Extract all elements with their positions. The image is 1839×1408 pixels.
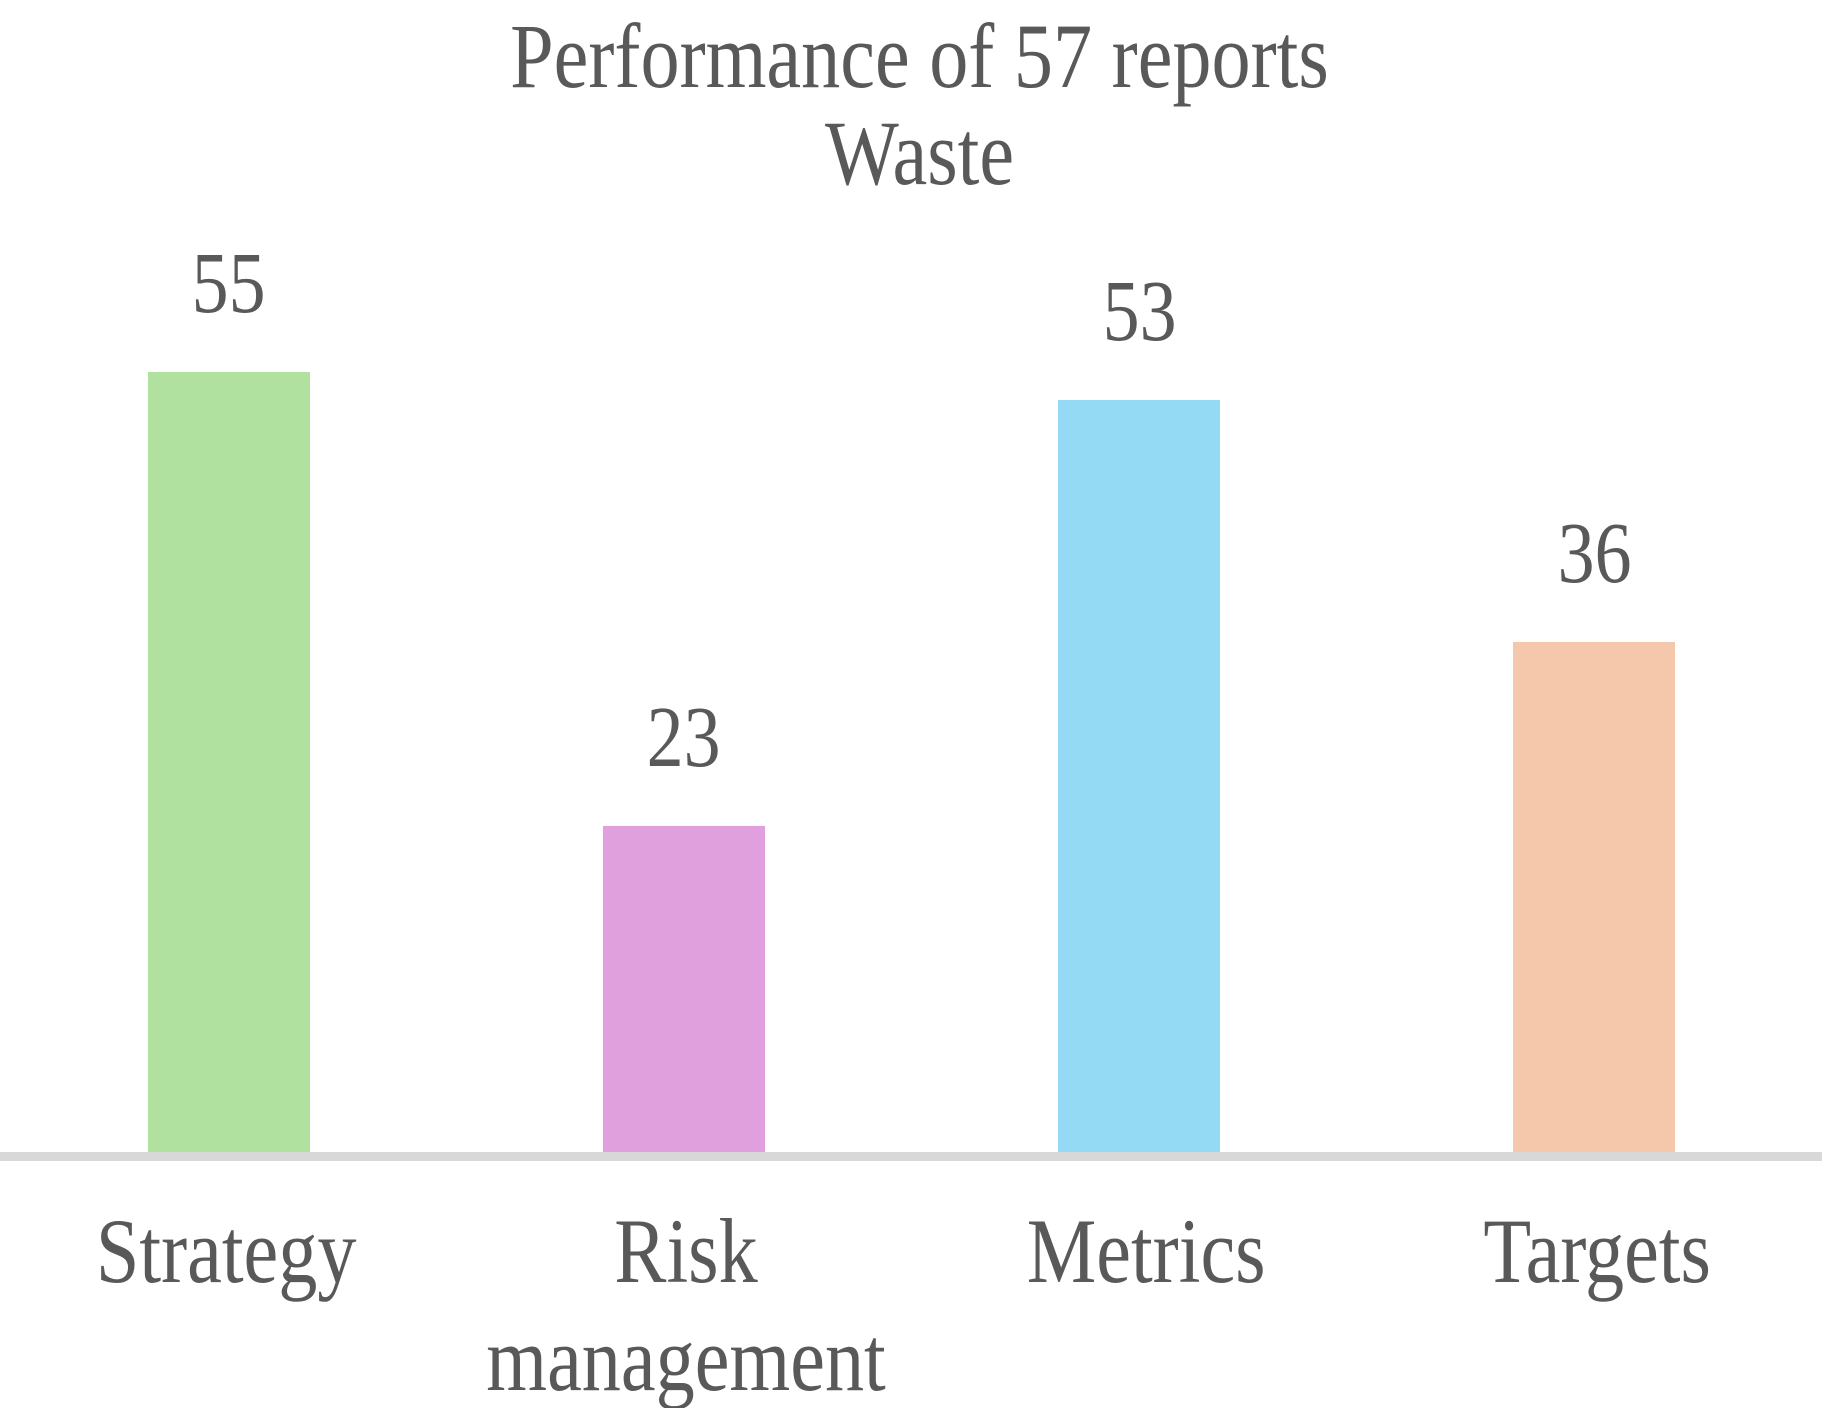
bar-strategy [147, 372, 310, 1152]
bar-targets [1513, 642, 1676, 1152]
chart-title-line2: Waste [824, 101, 1015, 204]
bar-group-metrics: 53 [912, 0, 1367, 1152]
chart-title: Performance of 57 reports Waste [0, 8, 1839, 201]
plot-area: 55 23 53 36 [1, 0, 1822, 1152]
data-label: 23 [646, 688, 721, 785]
category-axis: Strategy Risk management Metrics Targets [1, 1198, 1822, 1408]
data-label: 36 [1557, 504, 1632, 601]
data-label: 55 [191, 234, 266, 331]
bar-group-strategy: 55 [1, 0, 456, 1152]
bar-risk-management [602, 826, 765, 1152]
bar-group-risk-management: 23 [456, 0, 911, 1152]
category-label-metrics: Metrics [1027, 1200, 1266, 1302]
category-label-risk-management: Risk management [486, 1200, 887, 1408]
bar-group-targets: 36 [1367, 0, 1822, 1152]
category-label-targets: Targets [1483, 1200, 1711, 1302]
bar-metrics [1058, 400, 1221, 1152]
x-axis-line [0, 1152, 1822, 1161]
category-label-strategy: Strategy [95, 1200, 357, 1302]
chart-title-line1: Performance of 57 reports [510, 5, 1329, 107]
data-label: 53 [1102, 262, 1177, 359]
